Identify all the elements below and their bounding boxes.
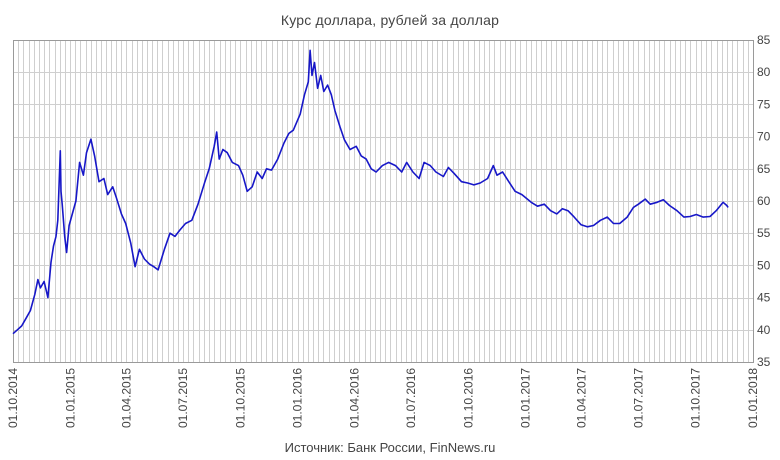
x-tick-label: 01.01.2015 <box>63 368 77 428</box>
chart-plot: 35 40 45 50 55 60 65 70 75 80 85 01.10.2014 01.01.2… <box>6 33 771 428</box>
y-axis-ticks: 35 40 45 50 55 60 65 70 75 80 85 <box>757 33 771 369</box>
y-tick-label: 65 <box>757 162 771 176</box>
x-axis-ticks: 01.10.2014 01.01.2015 01.04.2015 01.07.2015… <box>6 368 760 428</box>
y-tick-label: 70 <box>757 130 771 144</box>
x-tick-label: 01.04.2017 <box>575 368 589 428</box>
y-tick-label: 45 <box>757 291 771 305</box>
x-tick-label: 01.04.2016 <box>347 368 361 428</box>
y-tick-label: 35 <box>757 355 771 369</box>
x-tick-label: 01.10.2014 <box>6 368 20 428</box>
x-tick-label: 01.01.2017 <box>519 368 533 428</box>
y-tick-label: 40 <box>757 323 771 337</box>
x-tick-label: 01.10.2015 <box>233 368 247 428</box>
grid-layer <box>13 40 754 363</box>
x-tick-label: 01.04.2015 <box>119 368 133 428</box>
x-tick-label: 01.10.2016 <box>461 368 475 428</box>
chart-title: Курс доллара, рублей за доллар <box>280 12 500 28</box>
y-tick-label: 85 <box>757 33 771 47</box>
x-tick-label: 01.07.2016 <box>404 368 418 428</box>
y-tick-label: 50 <box>757 258 771 272</box>
plot-frame <box>13 40 754 363</box>
x-tick-label: 01.07.2015 <box>176 368 190 428</box>
x-tick-label: 01.01.2018 <box>746 368 760 428</box>
x-tick-label: 01.10.2017 <box>689 368 703 428</box>
series-line-usd-rub <box>12 49 729 335</box>
y-tick-label: 55 <box>757 226 771 240</box>
y-tick-label: 75 <box>757 97 771 111</box>
x-tick-label: 01.01.2016 <box>291 368 305 428</box>
x-tick-label: 01.07.2017 <box>631 368 645 428</box>
y-tick-label: 80 <box>757 65 771 79</box>
chart-source: Источник: Банк России, FinNews.ru <box>284 440 496 455</box>
y-tick-label: 60 <box>757 194 771 208</box>
series-layer <box>12 49 729 335</box>
